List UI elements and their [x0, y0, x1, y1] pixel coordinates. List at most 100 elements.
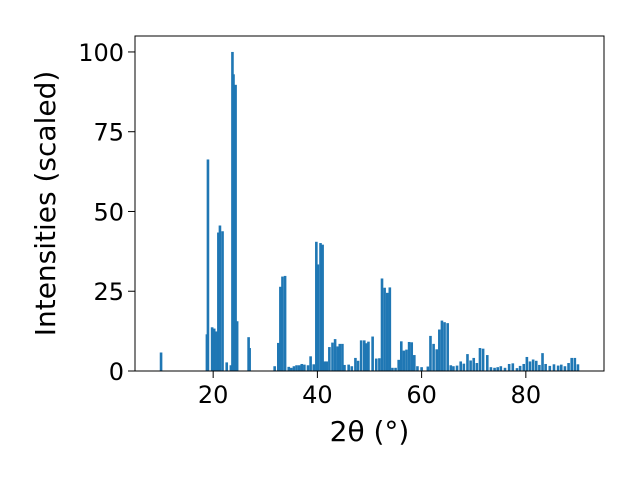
y-axis-label: Intensities (scaled) — [29, 71, 62, 337]
bar — [567, 363, 570, 371]
bar — [576, 364, 580, 371]
bar — [281, 276, 284, 371]
bar — [312, 364, 316, 371]
bar — [469, 360, 472, 371]
bar — [218, 225, 222, 371]
x-axis-ticks: 20 40 60 80 — [198, 371, 541, 409]
bar — [518, 365, 522, 371]
bar — [225, 362, 229, 371]
bar-series — [159, 51, 580, 371]
bar — [321, 244, 324, 371]
bar — [217, 232, 220, 371]
bar — [552, 364, 556, 371]
bar — [397, 359, 400, 371]
bar — [426, 366, 430, 371]
bar — [388, 287, 392, 371]
bar — [556, 365, 560, 371]
bar — [232, 74, 235, 371]
bar — [475, 363, 479, 371]
bar — [440, 320, 444, 371]
bar — [235, 321, 239, 371]
x-tick-label: 80 — [511, 381, 542, 409]
bar — [525, 356, 529, 371]
bar — [429, 335, 432, 371]
bar — [446, 323, 449, 371]
bar — [455, 365, 459, 371]
bar — [316, 264, 320, 371]
bar — [319, 243, 322, 371]
bar — [248, 348, 251, 371]
bar — [541, 353, 544, 371]
bar — [159, 352, 163, 371]
bar — [347, 364, 350, 371]
bar — [449, 365, 453, 371]
bar — [570, 357, 573, 371]
bar — [544, 363, 547, 371]
bar — [503, 367, 507, 371]
y-tick-label: 100 — [78, 39, 124, 67]
bar — [538, 364, 541, 371]
bar — [466, 354, 469, 371]
bar — [507, 363, 511, 371]
y-tick-label: 50 — [93, 198, 124, 226]
bar — [481, 348, 485, 371]
bar — [438, 329, 441, 371]
bar — [309, 356, 312, 371]
bar — [511, 363, 515, 371]
bar — [367, 341, 370, 371]
bar — [435, 349, 439, 371]
bar — [290, 367, 293, 371]
bar — [362, 340, 366, 371]
bar — [234, 84, 237, 371]
bar — [391, 367, 394, 371]
bar — [563, 366, 567, 371]
bar — [315, 241, 318, 371]
bar — [374, 358, 378, 371]
bar — [343, 364, 346, 371]
y-tick-label: 25 — [93, 278, 124, 306]
bar — [573, 357, 577, 371]
bar — [300, 363, 304, 371]
bar — [405, 349, 408, 371]
bar — [331, 342, 334, 371]
y-tick-label: 75 — [93, 119, 124, 147]
bar — [472, 357, 476, 371]
bar — [371, 336, 374, 371]
y-axis-ticks: 0 25 50 75 100 — [78, 39, 135, 386]
bar — [522, 363, 526, 371]
bar — [499, 366, 503, 371]
bar — [206, 159, 210, 371]
bar — [378, 358, 381, 371]
bar — [359, 340, 363, 371]
bar — [333, 339, 337, 371]
bar — [402, 350, 406, 371]
bar — [279, 286, 282, 371]
bar — [515, 368, 519, 371]
bar — [394, 367, 397, 371]
bar — [212, 328, 216, 371]
bar — [295, 365, 298, 371]
bar — [410, 342, 414, 371]
bar — [496, 367, 499, 371]
bar — [273, 366, 276, 371]
bar — [489, 367, 493, 371]
bar — [325, 361, 329, 371]
bar — [413, 355, 416, 371]
bar — [292, 366, 296, 371]
bar — [548, 365, 552, 371]
x-tick-label: 60 — [406, 381, 437, 409]
bar — [399, 341, 403, 371]
bar — [559, 364, 563, 371]
bar — [485, 355, 489, 371]
bar — [354, 357, 357, 371]
bar — [534, 360, 538, 371]
bar — [306, 365, 310, 371]
bar — [229, 365, 233, 371]
bar — [328, 347, 331, 371]
bar — [459, 361, 462, 371]
x-tick-label: 20 — [198, 381, 229, 409]
bar — [380, 278, 384, 371]
bar — [338, 343, 342, 371]
bar — [303, 364, 306, 371]
